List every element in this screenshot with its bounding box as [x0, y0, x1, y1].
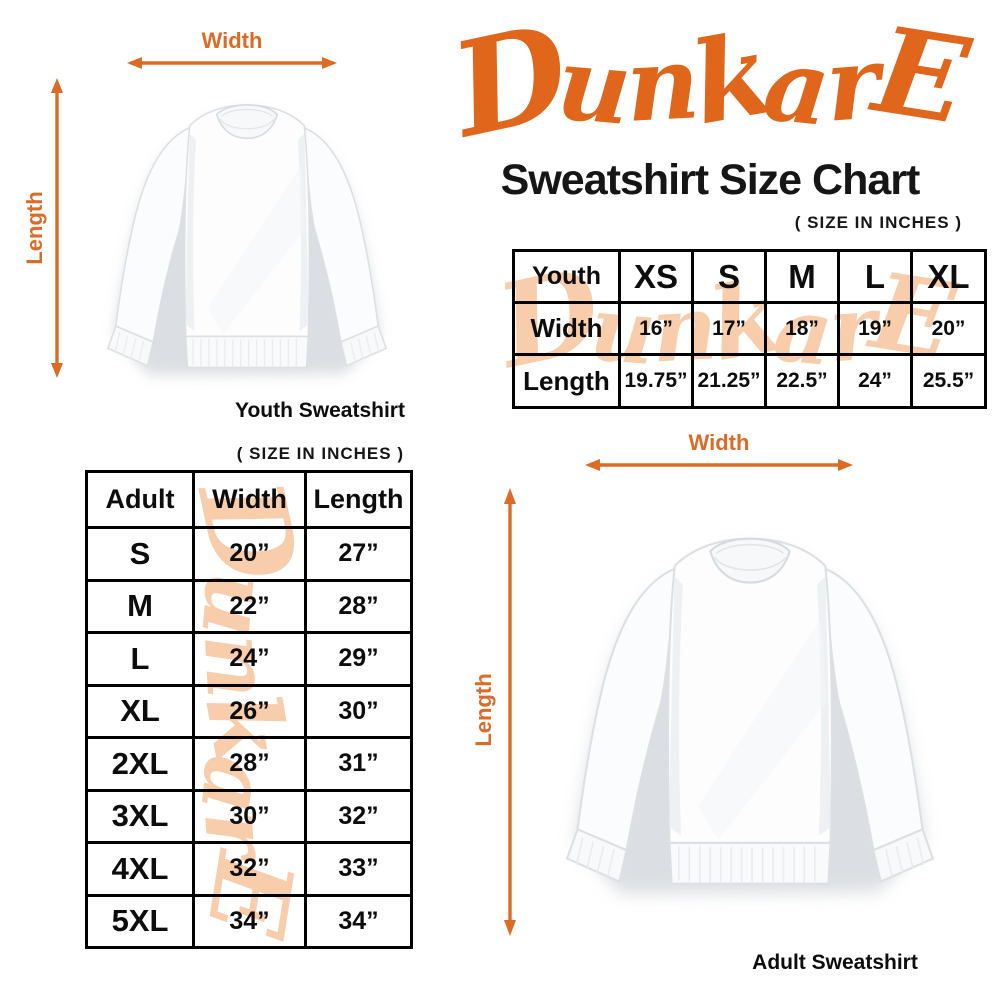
youth-table-cell: 18”	[764, 301, 840, 356]
youth-table-header-cell: XS	[618, 249, 694, 304]
adult-table-row-label: XL	[85, 683, 195, 739]
adult-table-cell: 22”	[192, 578, 307, 634]
youth-size-table: Youth XS S M L XL Width 16” 17” 18” 19” …	[512, 249, 987, 409]
youth-table-cell: 24”	[837, 353, 913, 409]
youth-table-row-label: Width	[512, 301, 621, 356]
adult-table-cell: 34”	[304, 893, 413, 949]
adult-table-cell: 34”	[192, 893, 307, 949]
youth-length-label: Length	[22, 191, 47, 265]
youth-table-header-cell: Youth	[512, 249, 621, 304]
adult-table-row-label: S	[85, 526, 195, 582]
adult-table-cell: 30”	[304, 683, 413, 739]
youth-width-arrow-icon	[127, 57, 337, 69]
adult-table-cell: 32”	[304, 788, 413, 844]
adult-table-cell: 28”	[192, 736, 307, 792]
youth-table-header-cell: XL	[910, 249, 987, 304]
youth-table-cell: 17”	[691, 301, 767, 356]
adult-table-cell: 32”	[192, 841, 307, 897]
adult-table-row-label: 4XL	[85, 841, 195, 897]
adult-table-cell: 33”	[304, 841, 413, 897]
youth-sweatshirt-caption: Youth Sweatshirt	[235, 399, 405, 422]
adult-table-header-cell: Adult	[85, 470, 195, 529]
adult-table-header-cell: Width	[192, 470, 307, 529]
youth-table-header-cell: L	[837, 249, 913, 304]
adult-table-cell: 20”	[192, 526, 307, 582]
youth-sweatshirt-image	[72, 62, 422, 404]
youth-table-header-cell: M	[764, 249, 840, 304]
youth-table-cell: 19.75”	[618, 353, 694, 409]
page-title: Sweatshirt Size Chart	[500, 156, 921, 204]
youth-table-cell: 16”	[618, 301, 694, 356]
adult-table-row-label: 5XL	[85, 893, 195, 949]
adult-table-row-label: L	[85, 631, 195, 687]
adult-length-arrow-icon	[504, 488, 516, 936]
adult-table-cell: 27”	[304, 526, 413, 582]
adult-size-table: Adult Width Length S 20” 27” M 22” 28” L…	[85, 470, 413, 949]
youth-table-cell: 19”	[837, 301, 913, 356]
adult-sweatshirt-image	[520, 482, 980, 932]
adult-width-label: Width	[688, 430, 750, 455]
youth-size-unit-note: ( SIZE IN INCHES )	[794, 213, 962, 232]
youth-table-cell: 22.5”	[764, 353, 840, 409]
youth-length-arrow-icon	[51, 78, 63, 378]
adult-table-row-label: M	[85, 578, 195, 634]
adult-table-cell: 29”	[304, 631, 413, 687]
adult-table-cell: 24”	[192, 631, 307, 687]
adult-length-label: Length	[471, 673, 496, 747]
youth-table-cell: 21.25”	[691, 353, 767, 409]
youth-width-label: Width	[201, 28, 263, 53]
adult-table-cell: 26”	[192, 683, 307, 739]
adult-table-row-label: 2XL	[85, 736, 195, 792]
adult-table-cell: 30”	[192, 788, 307, 844]
youth-table-cell: 25.5”	[910, 353, 987, 409]
adult-sweatshirt-caption: Adult Sweatshirt	[752, 951, 918, 974]
adult-width-arrow-icon	[585, 459, 853, 471]
brand-logo-letter: u	[552, 22, 636, 148]
adult-table-row-label: 3XL	[85, 788, 195, 844]
youth-table-row-label: Length	[512, 353, 621, 409]
adult-size-unit-note: ( SIZE IN INCHES )	[236, 444, 404, 463]
adult-table-cell: 31”	[304, 736, 413, 792]
adult-table-header-cell: Length	[304, 470, 413, 529]
youth-table-cell: 20”	[910, 301, 987, 356]
brand-logo-letter: E	[865, 0, 977, 152]
youth-table-header-cell: S	[691, 249, 767, 304]
adult-table-cell: 28”	[304, 578, 413, 634]
